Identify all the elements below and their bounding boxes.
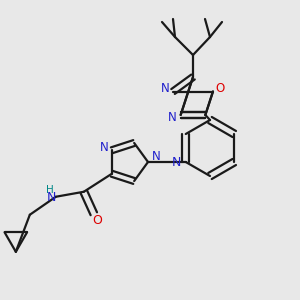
Text: O: O <box>92 214 102 227</box>
Text: N: N <box>152 151 160 164</box>
Text: N: N <box>172 155 182 169</box>
Text: N: N <box>161 82 170 95</box>
Text: N: N <box>99 141 108 154</box>
Text: N: N <box>168 112 177 124</box>
Text: N: N <box>47 191 56 204</box>
Text: H: H <box>46 185 54 195</box>
Text: O: O <box>215 82 225 95</box>
